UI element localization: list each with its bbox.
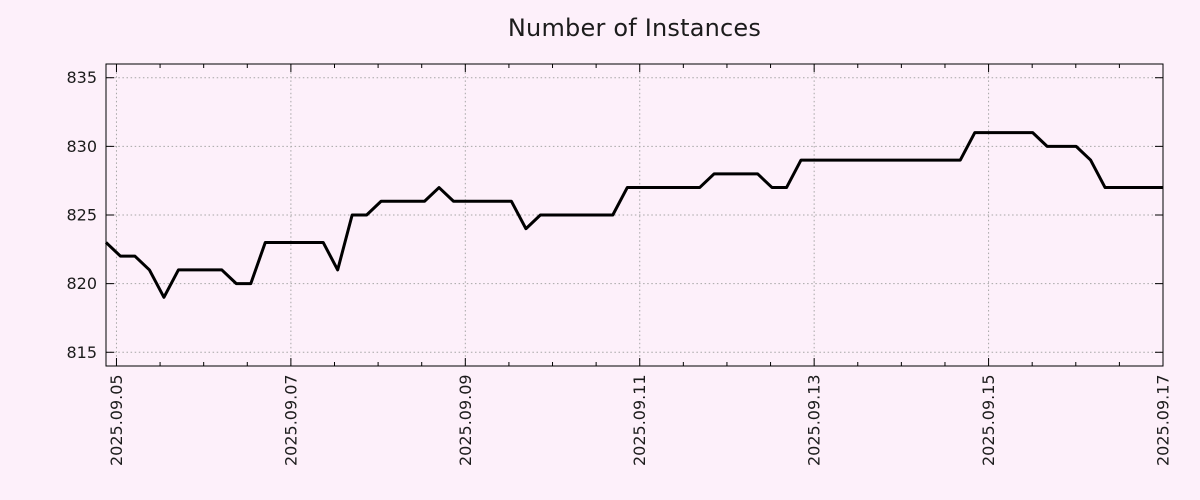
x-tick-label: 2025.09.13 — [805, 374, 824, 466]
axis-ticks — [106, 64, 1164, 366]
series — [104, 131, 1163, 299]
x-tick-label: 2025.09.17 — [1154, 374, 1173, 466]
plot-border — [105, 63, 1164, 367]
x-tick-label: 2025.09.05 — [107, 374, 126, 466]
x-tick-label: 2025.09.09 — [456, 374, 475, 466]
y-tick-labels: 815 820 825 830 835 — [66, 68, 97, 362]
y-tick-label: 825 — [66, 206, 97, 225]
x-tick-label: 2025.09.15 — [979, 374, 998, 466]
series-line — [104, 131, 1163, 299]
x-tick-labels: 2025.09.05 2025.09.07 2025.09.09 2025.09.11… — [107, 374, 1173, 466]
x-tick-label: 2025.09.11 — [630, 374, 649, 466]
y-tick-label: 835 — [66, 68, 97, 87]
y-tick-label: 820 — [66, 274, 97, 293]
plot-border-rect — [105, 63, 1164, 367]
gridlines — [106, 64, 1164, 366]
y-tick-label: 815 — [66, 343, 97, 362]
x-tick-label: 2025.09.07 — [281, 374, 300, 466]
chart-title: Number of Instances — [507, 14, 762, 42]
y-tick-label: 830 — [66, 137, 97, 156]
